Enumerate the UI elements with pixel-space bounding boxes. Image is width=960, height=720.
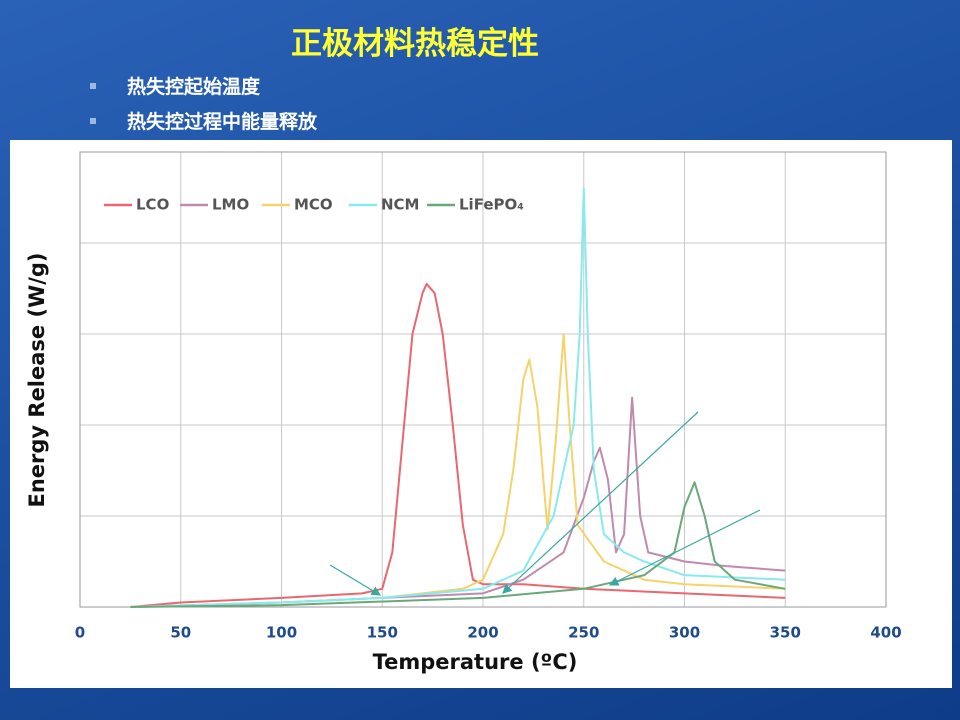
x-tick-label: 250 <box>568 624 599 642</box>
chart-background <box>10 140 952 688</box>
plot-frame <box>79 151 887 608</box>
legend-label: LiFePO₄ <box>459 196 524 214</box>
x-tick-label: 150 <box>367 624 398 642</box>
slide-title: 正极材料热稳定性 <box>291 26 539 62</box>
bullet-marker <box>90 83 96 89</box>
legend-label: LCO <box>136 196 169 214</box>
y-axis-title: Energy Release (W/g) <box>25 252 49 507</box>
x-tick-label: 400 <box>870 624 901 642</box>
bullet-marker <box>90 118 96 124</box>
legend-label: LMO <box>212 196 249 214</box>
annotation-arrow <box>502 411 699 594</box>
x-tick-label: 350 <box>770 624 801 642</box>
legend-label: NCM <box>381 196 420 214</box>
series-line <box>130 481 786 608</box>
x-tick-label: 100 <box>266 624 297 642</box>
legend-label: MCO <box>294 196 333 214</box>
x-axis-title: Temperature (ºC) <box>373 650 578 674</box>
bullet: 热失控过程中能量释放 <box>127 111 318 133</box>
x-tick-label: 0 <box>75 624 85 642</box>
x-tick-label: 200 <box>467 624 498 642</box>
series-line <box>130 396 786 608</box>
series-line <box>130 187 786 608</box>
x-tick-label: 300 <box>669 624 700 642</box>
annotation-arrow <box>608 509 761 586</box>
annotation-arrow <box>329 564 382 596</box>
series-line <box>130 282 786 608</box>
bullet: 热失控起始温度 <box>127 76 261 98</box>
x-tick-label: 50 <box>170 624 191 642</box>
series-line <box>130 333 786 608</box>
